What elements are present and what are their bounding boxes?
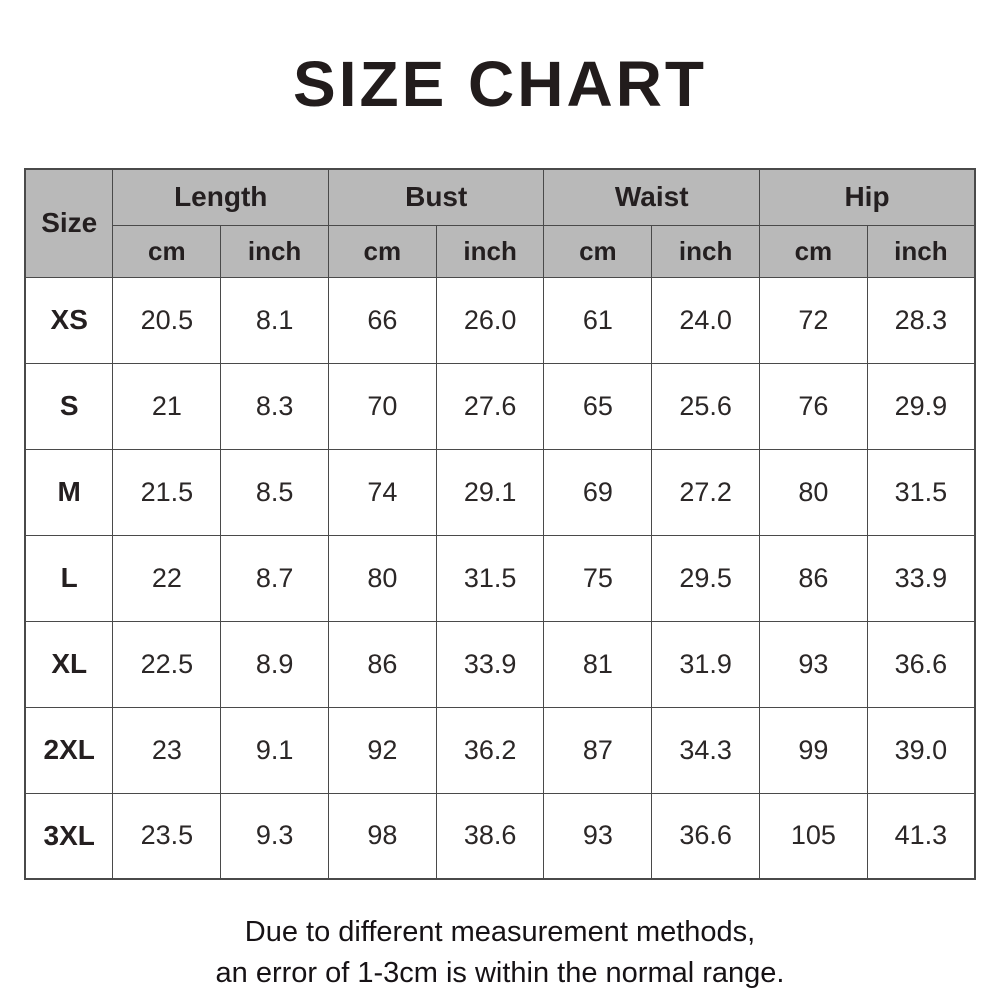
measurement-cell: 41.3: [866, 792, 976, 880]
measurement-cell: 34.3: [651, 706, 760, 794]
unit-header-cm: cm: [759, 224, 868, 278]
page-title: SIZE CHART: [293, 48, 707, 120]
col-header-waist: Waist: [543, 168, 760, 226]
measurement-cell: 8.9: [220, 620, 329, 708]
measurement-cell: 26.0: [435, 276, 545, 364]
col-header-length: Length: [112, 168, 329, 226]
measurement-cell: 38.6: [435, 792, 545, 880]
measurement-cell: 22.5: [112, 620, 222, 708]
unit-header-inch: inch: [866, 224, 976, 278]
measurement-cell: 29.5: [651, 534, 760, 622]
measurement-cell: 70: [327, 362, 437, 450]
measurement-cell: 31.9: [651, 620, 760, 708]
footer-note: Due to different measurement methods, an…: [0, 912, 1000, 994]
measurement-cell: 86: [327, 620, 437, 708]
measurement-cell: 31.5: [435, 534, 545, 622]
measurement-cell: 81: [543, 620, 653, 708]
measurement-cell: 80: [327, 534, 437, 622]
size-chart-body: XS 20.5 8.1 66 26.0 61 24.0 72 28.3 S 21 8.3 70 27.6 6…: [24, 276, 976, 880]
measurement-cell: 9.1: [220, 706, 329, 794]
measurement-cell: 29.9: [866, 362, 976, 450]
measurement-cell: 29.1: [435, 448, 545, 536]
measurement-cell: 23: [112, 706, 222, 794]
measurement-cell: 28.3: [866, 276, 976, 364]
table-row: XL 22.5 8.9 86 33.9 81 31.9 93 36.6: [24, 620, 976, 708]
size-chart-table: Size Length Bust Waist Hip cm inch cm in…: [23, 168, 977, 880]
measurement-cell: 33.9: [866, 534, 976, 622]
footer-note-line2: an error of 1-3cm is within the normal r…: [215, 957, 785, 989]
col-header-bust: Bust: [327, 168, 545, 226]
table-header: Size Length Bust Waist Hip cm inch cm in…: [24, 168, 976, 278]
measurement-cell: 36.6: [866, 620, 976, 708]
measurement-cell: 66: [327, 276, 437, 364]
unit-header-inch: inch: [651, 224, 760, 278]
measurement-cell: 39.0: [866, 706, 976, 794]
measurement-cell: 33.9: [435, 620, 545, 708]
measurement-cell: 76: [759, 362, 868, 450]
measurement-cell: 36.6: [651, 792, 760, 880]
unit-header-inch: inch: [220, 224, 329, 278]
measurement-cell: 61: [543, 276, 653, 364]
row-header-size: S: [24, 362, 114, 450]
measurement-cell: 8.1: [220, 276, 329, 364]
unit-header-cm: cm: [327, 224, 437, 278]
unit-header-cm: cm: [112, 224, 222, 278]
table-row: S 21 8.3 70 27.6 65 25.6 76 29.9: [24, 362, 976, 450]
table-row: M 21.5 8.5 74 29.1 69 27.2 80 31.5: [24, 448, 976, 536]
measurement-cell: 80: [759, 448, 868, 536]
col-header-size: Size: [24, 168, 114, 278]
measurement-cell: 27.6: [435, 362, 545, 450]
row-header-size: XL: [24, 620, 114, 708]
measurement-cell: 21: [112, 362, 222, 450]
measurement-cell: 93: [543, 792, 653, 880]
col-header-hip: Hip: [759, 168, 976, 226]
measurement-cell: 65: [543, 362, 653, 450]
measurement-cell: 74: [327, 448, 437, 536]
measurement-cell: 69: [543, 448, 653, 536]
table-row: 2XL 23 9.1 92 36.2 87 34.3 99 39.0: [24, 706, 976, 794]
measurement-cell: 98: [327, 792, 437, 880]
measurement-cell: 75: [543, 534, 653, 622]
table-row: L 22 8.7 80 31.5 75 29.5 86 33.9: [24, 534, 976, 622]
measurement-cell: 36.2: [435, 706, 545, 794]
row-header-size: 2XL: [24, 706, 114, 794]
measurement-cell: 20.5: [112, 276, 222, 364]
measurement-cell: 92: [327, 706, 437, 794]
measurement-cell: 8.3: [220, 362, 329, 450]
measurement-cell: 25.6: [651, 362, 760, 450]
measurement-cell: 8.7: [220, 534, 329, 622]
measurement-cell: 93: [759, 620, 868, 708]
measurement-cell: 86: [759, 534, 868, 622]
footer-note-line1: Due to different measurement methods,: [244, 916, 756, 948]
row-header-size: M: [24, 448, 114, 536]
table-row: 3XL 23.5 9.3 98 38.6 93 36.6 105 41.3: [24, 792, 976, 880]
table-row: XS 20.5 8.1 66 26.0 61 24.0 72 28.3: [24, 276, 976, 364]
measurement-cell: 8.5: [220, 448, 329, 536]
measurement-cell: 72: [759, 276, 868, 364]
measurement-cell: 87: [543, 706, 653, 794]
row-header-size: 3XL: [24, 792, 114, 880]
measurement-cell: 99: [759, 706, 868, 794]
unit-header-row: cm inch cm inch cm inch cm inch: [25, 224, 976, 278]
measurement-cell: 9.3: [220, 792, 329, 880]
row-header-size: XS: [24, 276, 114, 364]
unit-header-inch: inch: [435, 224, 545, 278]
row-header-size: L: [24, 534, 114, 622]
group-header-row: Size Length Bust Waist Hip: [24, 168, 976, 278]
measurement-cell: 24.0: [651, 276, 760, 364]
measurement-cell: 31.5: [866, 448, 976, 536]
measurement-cell: 27.2: [651, 448, 760, 536]
measurement-cell: 21.5: [112, 448, 222, 536]
measurement-cell: 23.5: [112, 792, 222, 880]
measurement-cell: 105: [759, 792, 868, 880]
unit-header-cm: cm: [543, 224, 653, 278]
measurement-cell: 22: [112, 534, 222, 622]
